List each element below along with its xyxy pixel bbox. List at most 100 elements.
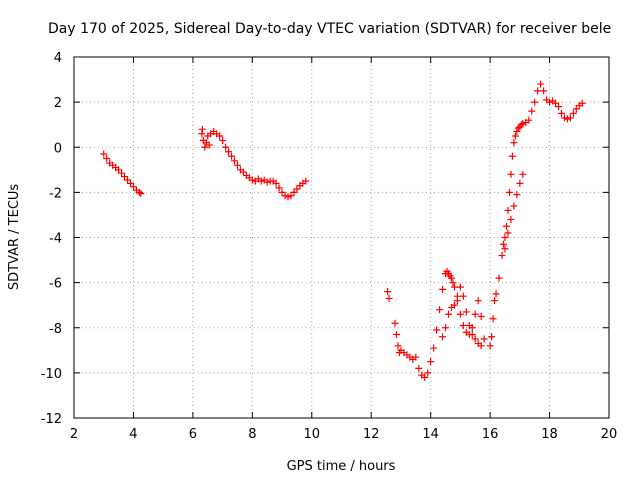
data-point [225, 148, 233, 156]
data-point [519, 170, 527, 178]
data-point [519, 120, 527, 128]
data-point [468, 331, 476, 339]
data-point [281, 192, 289, 200]
data-point [502, 222, 510, 230]
data-point [505, 188, 513, 196]
data-point [477, 342, 485, 350]
y-tick-label: -8 [49, 322, 62, 337]
series-segment-2 [198, 125, 310, 201]
x-tick-label: 6 [189, 427, 197, 442]
data-point [248, 176, 256, 184]
data-point [517, 121, 525, 129]
data-point [525, 116, 533, 124]
data-point [129, 183, 137, 191]
data-point [465, 321, 473, 329]
data-point [278, 188, 286, 196]
data-point [233, 161, 241, 169]
data-point [507, 215, 515, 223]
data-point [222, 143, 230, 151]
data-point [531, 98, 539, 106]
data-point [456, 283, 464, 291]
data-point [498, 252, 506, 260]
data-point [560, 114, 568, 122]
data-point [554, 103, 562, 111]
data-point [471, 310, 479, 318]
data-point [135, 188, 143, 196]
data-point [489, 315, 497, 323]
series-segment-4 [486, 80, 586, 350]
data-point [516, 179, 524, 187]
data-point [198, 125, 206, 133]
data-point [385, 294, 393, 302]
x-tick-label: 10 [304, 427, 321, 442]
x-tick-label: 8 [248, 427, 256, 442]
y-tick-label: -10 [41, 367, 62, 382]
data-point [424, 369, 432, 377]
data-point [456, 310, 464, 318]
data-point [513, 191, 521, 199]
data-point [121, 173, 129, 181]
series-segment-1 [100, 150, 145, 198]
data-point [504, 206, 512, 214]
axis-ticks: 2 4 6 8 10 12 14 16 18 20 -12 -10 -8 -6 -4 -2 0 2 4 [41, 51, 618, 442]
data-point [272, 179, 280, 187]
data-point [421, 373, 429, 381]
data-point [293, 185, 301, 193]
data-point [231, 157, 238, 165]
data-point [504, 229, 512, 237]
data-point [287, 192, 295, 200]
data-point [569, 109, 577, 117]
y-tick-label: -6 [49, 277, 62, 292]
data-point [563, 115, 571, 123]
series-segment-4b [501, 170, 527, 253]
data-point [115, 166, 123, 174]
data-point [507, 170, 515, 178]
data-point [453, 292, 461, 300]
data-point [480, 335, 488, 343]
x-tick-label: 18 [541, 427, 558, 442]
data-point [513, 127, 521, 135]
data-point [495, 274, 503, 282]
data-point [534, 87, 542, 95]
data-points [100, 80, 586, 381]
data-point [263, 178, 271, 186]
x-tick-label: 16 [482, 427, 499, 442]
y-tick-label: 2 [54, 96, 62, 111]
data-point [257, 177, 265, 185]
data-point [430, 344, 438, 352]
data-point [486, 342, 494, 350]
data-point [394, 342, 402, 350]
data-point [228, 152, 236, 160]
data-point [433, 326, 441, 334]
data-point [103, 155, 111, 163]
data-point [557, 109, 565, 117]
x-tick-label: 4 [129, 427, 137, 442]
data-point [514, 124, 522, 132]
data-point [508, 152, 516, 160]
series-segment-3 [384, 267, 488, 381]
data-point [118, 169, 126, 177]
data-point [427, 358, 435, 366]
x-tick-label: 2 [70, 427, 78, 442]
data-point [415, 364, 423, 372]
data-point [450, 301, 458, 309]
data-point [284, 193, 292, 201]
x-tick-label: 14 [422, 427, 439, 442]
data-point [439, 285, 447, 293]
data-point [216, 132, 224, 140]
data-point [501, 245, 509, 253]
chart-title: Day 170 of 2025, Sidereal Day-to-day VTE… [48, 21, 611, 37]
data-point [100, 150, 108, 158]
data-point [450, 283, 458, 291]
data-point [449, 279, 457, 287]
data-point [499, 240, 507, 248]
data-point [436, 306, 444, 314]
data-point [219, 136, 227, 144]
plot-frame [73, 56, 610, 419]
data-point [412, 353, 420, 361]
data-point [442, 324, 450, 332]
data-point [510, 139, 518, 147]
data-point [439, 333, 447, 341]
data-point [488, 333, 496, 341]
